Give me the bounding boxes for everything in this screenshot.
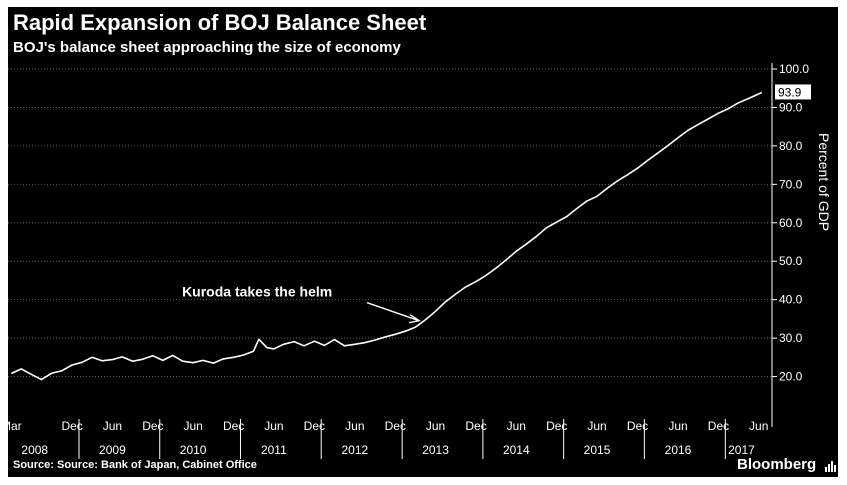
x-year-label: 2017 [728,443,755,457]
annotation-arrowhead [408,314,421,324]
x-year-label: 2009 [99,443,126,457]
y-tick-label: 30.0 [779,331,803,345]
last-value-label: 93.9 [778,85,802,99]
y-tick-label: 80.0 [779,139,803,153]
y-tick-label: 90.0 [779,100,803,114]
chart-subtitle: BOJ's balance sheet approaching the size… [13,39,401,56]
y-tick-label: 40.0 [779,293,803,307]
y-tick-label: 20.0 [779,370,803,384]
last-value-box [775,84,811,100]
x-year-label: 2014 [503,443,530,457]
x-year-label: 2011 [261,443,287,457]
y-tick-label: 100.0 [779,62,809,76]
x-tick-label: Jun [183,419,202,433]
x-tick-label: Jun [426,419,445,433]
y-tick-label: 70.0 [779,177,803,191]
x-tick-label: Jun [264,419,283,433]
chart-title: Rapid Expansion of BOJ Balance Sheet [13,10,427,35]
x-year-label: 2008 [21,443,48,457]
x-tick-label: Dec [708,419,729,433]
x-tick-label: Jun [345,419,364,433]
x-tick-label: Dec [223,419,244,433]
series-line [10,91,763,381]
x-tick-label: Dec [385,419,406,433]
x-tick-label: Dec [61,419,82,433]
source-note: Source: Source: Bank of Japan, Cabinet O… [13,459,257,471]
x-tick-label: Dec [304,419,325,433]
annotation-label: Kuroda takes the helm [182,284,332,300]
x-year-label: 2010 [180,443,207,457]
bar-chart-icon [825,461,836,472]
x-tick-label: Dec [546,419,567,433]
line-chart: 20.0 30.0 40.0 50.0 60.0 70.0 80.0 90.0 100.0 Per… [8,62,832,459]
x-year-label: 2013 [422,443,449,457]
chart-panel: Rapid Expansion of BOJ Balance Sheet BOJ… [8,7,838,477]
x-tick-label: Jun [749,419,768,433]
x-year-label: 2016 [665,443,692,457]
y-tick-label: 60.0 [779,216,803,230]
x-tick-label: Jun [103,419,122,433]
y-axis-label: Percent of GDP [816,133,832,231]
x-tick-label: Jun [507,419,526,433]
x-tick-label: Dec [465,419,486,433]
x-tick-label: Dec [627,419,648,433]
x-tick-label: Dec [142,419,163,433]
y-tick-label: 50.0 [779,254,803,268]
brand-logo: Bloomberg [737,456,817,473]
x-tick-label: Jun [668,419,687,433]
x-year-label: 2015 [584,443,611,457]
annotation-arrow [366,301,420,322]
x-tick-label: Jun [587,419,606,433]
x-tick-label: Mar [8,419,22,433]
x-year-label: 2012 [341,443,368,457]
